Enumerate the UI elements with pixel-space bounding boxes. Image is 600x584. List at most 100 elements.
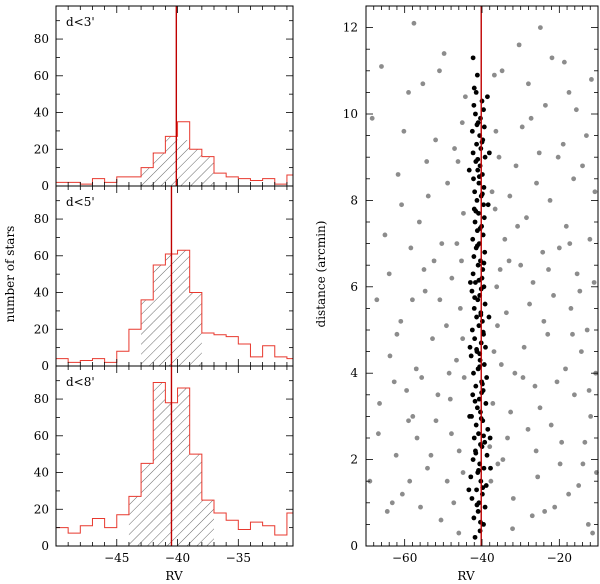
field-star-point xyxy=(512,370,518,376)
field-star-point xyxy=(460,470,466,475)
member-bar xyxy=(165,136,178,186)
member-star-point xyxy=(472,398,478,404)
scatter-x-axis-title: RV xyxy=(457,569,475,583)
y-tick-label: 60 xyxy=(34,69,49,83)
field-star-point xyxy=(543,102,548,108)
member-star-point xyxy=(474,141,479,147)
field-star-point xyxy=(399,202,404,208)
x-tick-label: −35 xyxy=(226,551,251,565)
field-star-point xyxy=(563,366,568,372)
field-star-point xyxy=(541,318,547,324)
field-star-point xyxy=(411,20,417,26)
field-star-point xyxy=(487,444,493,450)
field-star-point xyxy=(462,94,468,100)
field-star-point xyxy=(495,461,501,467)
member-star-point xyxy=(481,465,487,471)
field-star-point xyxy=(394,331,400,337)
field-star-point xyxy=(529,513,535,519)
member-star-point xyxy=(471,254,477,259)
member-star-point xyxy=(487,435,493,441)
field-star-point xyxy=(433,418,439,424)
field-star-point xyxy=(460,336,466,342)
field-star-point xyxy=(580,461,586,467)
member-star-point xyxy=(475,509,481,514)
member-star-point xyxy=(468,353,474,359)
field-star-point xyxy=(540,249,546,255)
y-tick-label: 20 xyxy=(34,502,49,516)
field-star-point xyxy=(437,68,442,74)
member-bar xyxy=(177,388,190,546)
member-star-point xyxy=(474,314,479,320)
member-star-point xyxy=(467,344,473,350)
panel-label: d<8' xyxy=(66,375,95,389)
field-star-point xyxy=(399,491,405,497)
field-star-point xyxy=(505,435,510,441)
field-star-point xyxy=(566,90,572,95)
field-star-point xyxy=(567,241,573,247)
field-star-point xyxy=(456,448,462,454)
member-star-point xyxy=(479,98,485,104)
member-star-point xyxy=(476,277,482,283)
member-star-point xyxy=(466,167,472,173)
field-star-point xyxy=(459,258,464,264)
member-bar xyxy=(153,152,166,186)
field-star-point xyxy=(533,448,539,454)
field-star-point xyxy=(430,336,435,342)
field-star-point xyxy=(570,331,575,337)
field-star-point xyxy=(459,120,465,126)
field-star-point xyxy=(413,366,419,372)
member-star-point xyxy=(476,468,481,473)
field-star-point xyxy=(435,392,441,398)
field-star-point xyxy=(506,258,512,264)
field-star-point xyxy=(559,439,565,445)
histogram-outline xyxy=(56,249,293,363)
field-star-point xyxy=(582,439,588,445)
member-star-point xyxy=(476,431,481,437)
member-star-point xyxy=(470,55,476,61)
member-star-point xyxy=(474,72,480,78)
field-star-point xyxy=(433,137,438,143)
field-star-point xyxy=(555,154,561,160)
field-star-point xyxy=(456,530,462,536)
member-star-point xyxy=(476,323,482,329)
field-star-point xyxy=(592,189,598,195)
x-tick-label: −40 xyxy=(165,551,190,565)
field-star-point xyxy=(377,401,382,406)
field-star-point xyxy=(546,267,551,272)
field-star-point xyxy=(389,500,395,506)
histogram-x-axis-title: RV xyxy=(165,569,183,583)
y-tick-label: 6 xyxy=(350,280,358,294)
field-star-point xyxy=(454,241,460,247)
member-star-point xyxy=(484,375,490,380)
field-star-point xyxy=(424,159,430,164)
field-star-point xyxy=(499,68,505,74)
field-star-point xyxy=(571,176,577,182)
field-star-point xyxy=(414,435,420,441)
field-star-point xyxy=(379,64,384,69)
member-star-point xyxy=(471,306,477,311)
field-star-point xyxy=(502,236,508,242)
member-star-point xyxy=(474,502,480,508)
member-star-point xyxy=(473,111,478,117)
field-star-point xyxy=(416,219,422,225)
field-star-point xyxy=(526,81,531,87)
member-star-point xyxy=(473,208,479,214)
member-star-point xyxy=(481,215,487,221)
field-star-point xyxy=(551,293,556,298)
member-star-point xyxy=(467,414,473,419)
y-tick-label: 0 xyxy=(41,179,49,193)
member-bar xyxy=(141,463,154,546)
field-star-point xyxy=(561,59,567,65)
member-star-point xyxy=(473,450,479,456)
member-star-point xyxy=(469,128,475,134)
member-star-point xyxy=(470,271,476,277)
member-star-point xyxy=(481,362,487,367)
y-tick-label: 40 xyxy=(34,466,49,480)
field-star-point xyxy=(407,478,413,484)
field-star-point xyxy=(549,55,555,61)
member-star-point xyxy=(473,383,479,389)
x-tick-label: −45 xyxy=(104,551,129,565)
field-star-point xyxy=(513,163,519,169)
field-star-point xyxy=(406,418,411,424)
field-star-point xyxy=(534,180,539,186)
